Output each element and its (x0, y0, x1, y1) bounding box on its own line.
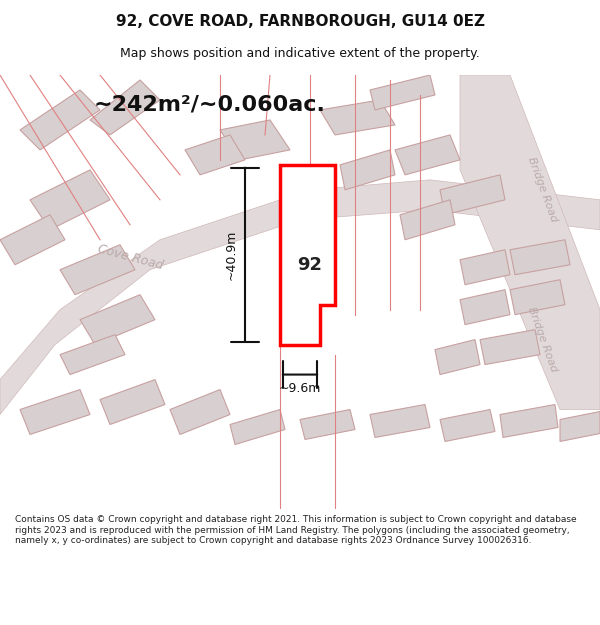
Polygon shape (440, 175, 505, 215)
Polygon shape (0, 180, 600, 414)
Text: Bridge Road: Bridge Road (526, 156, 559, 224)
Polygon shape (60, 334, 125, 374)
Text: Contains OS data © Crown copyright and database right 2021. This information is : Contains OS data © Crown copyright and d… (15, 515, 577, 545)
Polygon shape (220, 120, 290, 160)
Polygon shape (500, 404, 558, 437)
Text: ~9.6m: ~9.6m (279, 382, 321, 395)
Text: Bridge Road: Bridge Road (526, 306, 559, 374)
Polygon shape (510, 240, 570, 275)
Polygon shape (280, 165, 335, 344)
Polygon shape (60, 245, 135, 294)
Text: Map shows position and indicative extent of the property.: Map shows position and indicative extent… (120, 48, 480, 61)
Polygon shape (80, 294, 155, 344)
Polygon shape (395, 135, 460, 175)
Polygon shape (480, 329, 540, 364)
Polygon shape (340, 150, 395, 190)
Polygon shape (170, 389, 230, 434)
Polygon shape (435, 339, 480, 374)
Text: Cove Road: Cove Road (96, 242, 164, 272)
Polygon shape (20, 90, 100, 150)
Text: ~40.9m: ~40.9m (224, 229, 238, 280)
Polygon shape (460, 290, 510, 324)
Polygon shape (20, 389, 90, 434)
Polygon shape (440, 409, 495, 441)
Polygon shape (30, 170, 110, 230)
Polygon shape (370, 404, 430, 437)
Polygon shape (0, 215, 65, 265)
Polygon shape (560, 411, 600, 441)
Text: 92, COVE ROAD, FARNBOROUGH, GU14 0EZ: 92, COVE ROAD, FARNBOROUGH, GU14 0EZ (115, 14, 485, 29)
Polygon shape (400, 200, 455, 240)
Polygon shape (320, 100, 395, 135)
Polygon shape (230, 409, 285, 444)
Polygon shape (300, 409, 355, 439)
Text: ~242m²/~0.060ac.: ~242m²/~0.060ac. (94, 95, 326, 115)
Text: 92: 92 (297, 256, 322, 274)
Polygon shape (510, 280, 565, 314)
Polygon shape (185, 135, 245, 175)
Polygon shape (370, 75, 435, 110)
Polygon shape (460, 250, 510, 285)
Polygon shape (460, 75, 600, 409)
Polygon shape (100, 379, 165, 424)
Polygon shape (90, 80, 160, 135)
